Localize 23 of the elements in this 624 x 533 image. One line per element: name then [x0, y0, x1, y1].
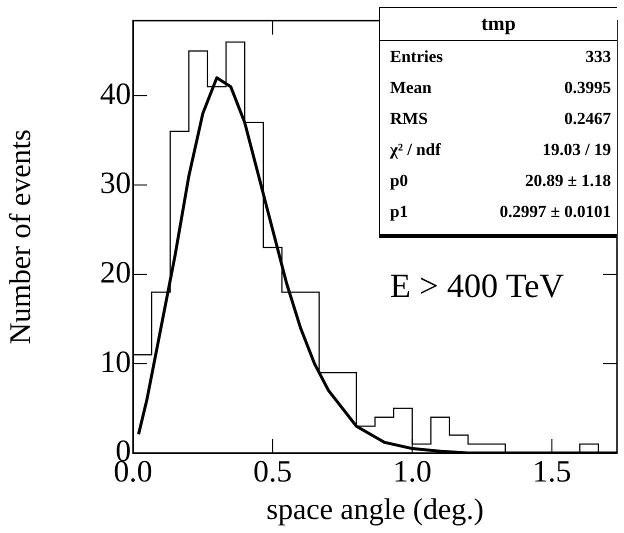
- annotation: 0.2467: [564, 108, 611, 130]
- annotation: tmp: [380, 8, 617, 41]
- annotation: Entries: [390, 46, 443, 68]
- annotation: p0: [390, 170, 408, 192]
- annotation: Mean: [390, 77, 432, 99]
- annotation: RMS: [390, 108, 428, 130]
- x-axis-title: space angle (deg.): [266, 492, 484, 526]
- y-tick-label: 30: [100, 165, 131, 200]
- y-tick-label: 40: [100, 76, 131, 111]
- annotation: p1: [390, 201, 408, 223]
- annotation: 0.2997 ± 0.0101: [500, 201, 611, 223]
- x-tick-label: 1.5: [532, 454, 572, 489]
- x-tick-label: 1.0: [392, 454, 432, 489]
- x-tick-label: 0.5: [253, 454, 292, 489]
- annotation: 20.89 ± 1.18: [525, 170, 611, 192]
- y-tick-label: 20: [100, 254, 131, 290]
- annotation: 19.03 / 19: [542, 139, 611, 161]
- y-tick-label: 10: [100, 344, 131, 379]
- annotation: χ² / ndf: [390, 139, 441, 161]
- annotation: 0.3995: [564, 77, 611, 99]
- annotation: E > 400 TeV: [390, 268, 564, 306]
- annotation: 333: [586, 46, 611, 68]
- y-axis-title: Number of events: [4, 129, 37, 344]
